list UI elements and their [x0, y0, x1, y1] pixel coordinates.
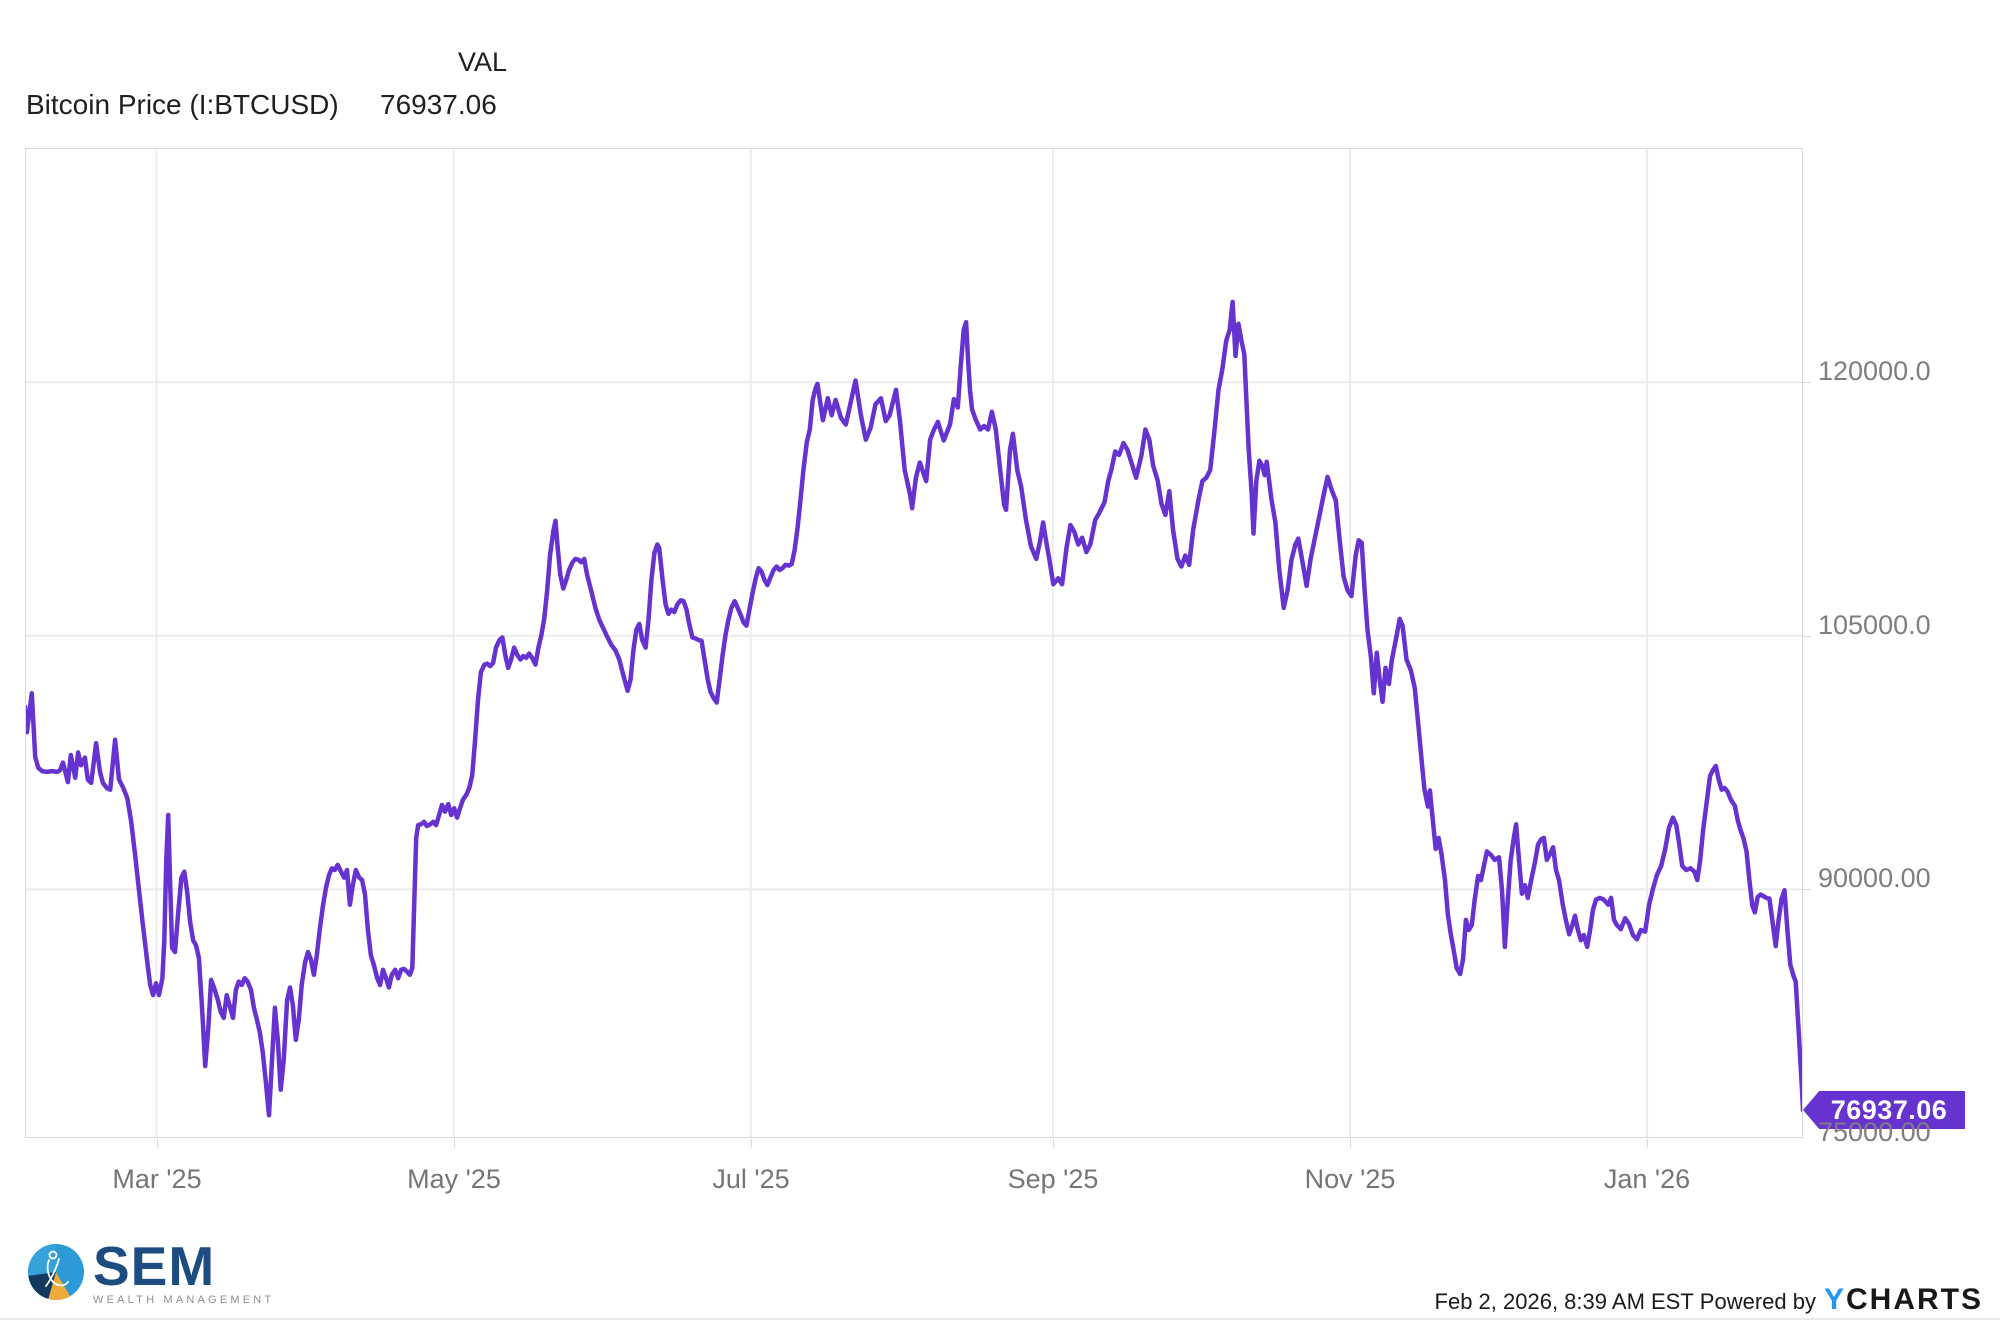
x-axis-label: Jul '25	[712, 1164, 790, 1194]
y-axis-tick	[1803, 889, 1811, 890]
sem-logo: SEM WEALTH MANAGEMENT	[26, 1235, 275, 1307]
last-value-badge-text: 76937.06	[1830, 1094, 1948, 1125]
x-axis-label: May '25	[407, 1164, 501, 1194]
x-axis-label: Jan '26	[1603, 1164, 1691, 1194]
ycharts-wordmark-rest: CHARTS	[1846, 1283, 1983, 1316]
y-axis-label: 120000.0	[1818, 356, 1931, 386]
sem-logo-text-block: SEM WEALTH MANAGEMENT	[93, 1235, 275, 1307]
ycharts-y-icon: Y	[1823, 1283, 1846, 1316]
timestamp: Feb 2, 2026, 8:39 AM EST	[1434, 1289, 1694, 1314]
sem-logo-subtext: WEALTH MANAGEMENT	[93, 1294, 275, 1306]
chart-title: Bitcoin Price (I:BTCUSD)	[26, 89, 339, 120]
y-axis-label: 105000.0	[1818, 610, 1931, 640]
x-axis-label: Nov '25	[1304, 1164, 1396, 1194]
ycharts-wordmark: YCHARTS	[1824, 1283, 1983, 1317]
x-axis-tick	[157, 1139, 158, 1148]
powered-by-label: Powered by	[1699, 1289, 1816, 1314]
x-axis-tick	[1350, 1139, 1351, 1148]
current-value: 76937.06	[380, 89, 497, 120]
y-axis-tick	[1803, 382, 1811, 383]
sem-logo-icon	[28, 1244, 84, 1300]
y-axis-label: 90000.00	[1818, 863, 1931, 893]
x-axis-label: Sep '25	[1007, 1164, 1099, 1194]
x-axis-tick	[1053, 1139, 1054, 1148]
price-line	[25, 299, 1803, 1118]
sem-logo-text: SEM	[93, 1235, 216, 1297]
x-axis-tick	[1647, 1139, 1648, 1148]
y-axis-label: 75000.00	[1818, 1117, 1931, 1147]
plot-area	[25, 148, 1803, 1138]
x-axis-tick	[751, 1139, 752, 1148]
price-line-chart	[25, 148, 1803, 1138]
x-axis-tick	[454, 1139, 455, 1148]
bottom-divider	[0, 1318, 2000, 1320]
last-value-badge: 76937.06	[1803, 1091, 1965, 1129]
x-axis-label: Mar '25	[112, 1164, 202, 1194]
value-column-header: VAL	[458, 47, 508, 77]
footer-attribution: Feb 2, 2026, 8:39 AM EST Powered by YCHA…	[1435, 1283, 1983, 1317]
y-axis-tick	[1803, 636, 1811, 637]
